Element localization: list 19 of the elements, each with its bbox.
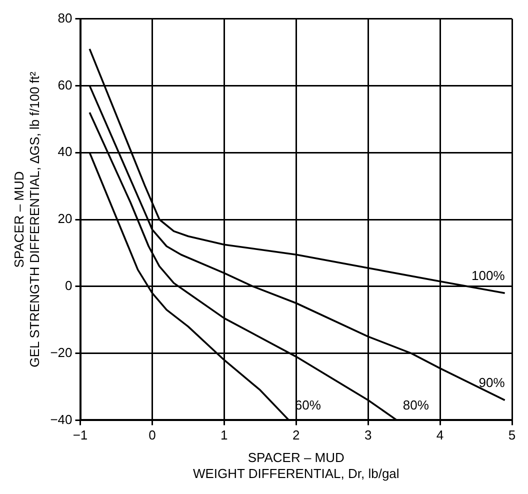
- x-tick-label: 2: [292, 428, 300, 443]
- y-tick-label: 40: [58, 144, 72, 160]
- y-tick-label: 60: [58, 77, 72, 92]
- x-tick-label: 1: [220, 428, 228, 443]
- x-tick-label: −1: [72, 428, 88, 443]
- y-tick-label: 0: [65, 278, 72, 293]
- x-tick-label: 4: [436, 428, 444, 443]
- series-label: 80%: [402, 397, 430, 412]
- y-tick-label: 20: [58, 211, 72, 226]
- x-tick-label: 0: [148, 428, 156, 443]
- y-tick-label: 80: [58, 10, 72, 26]
- y-tick-label: −40: [50, 412, 72, 427]
- x-tick-label: 3: [364, 428, 372, 443]
- y-tick-label: −20: [50, 344, 72, 360]
- x-tick-label: 5: [508, 428, 516, 443]
- series-label: 100%: [472, 268, 506, 284]
- y-axis-title: SPACER – MUD GEL STRENGTH DIFFERENTIAL, ∆GS, lb f/100 ft²: [11, 70, 42, 368]
- series-label: 90%: [478, 375, 506, 390]
- x-axis-title: SPACER – MUD WEIGHT DIFFERENTIAL, Dr, lb/gal: [192, 450, 400, 481]
